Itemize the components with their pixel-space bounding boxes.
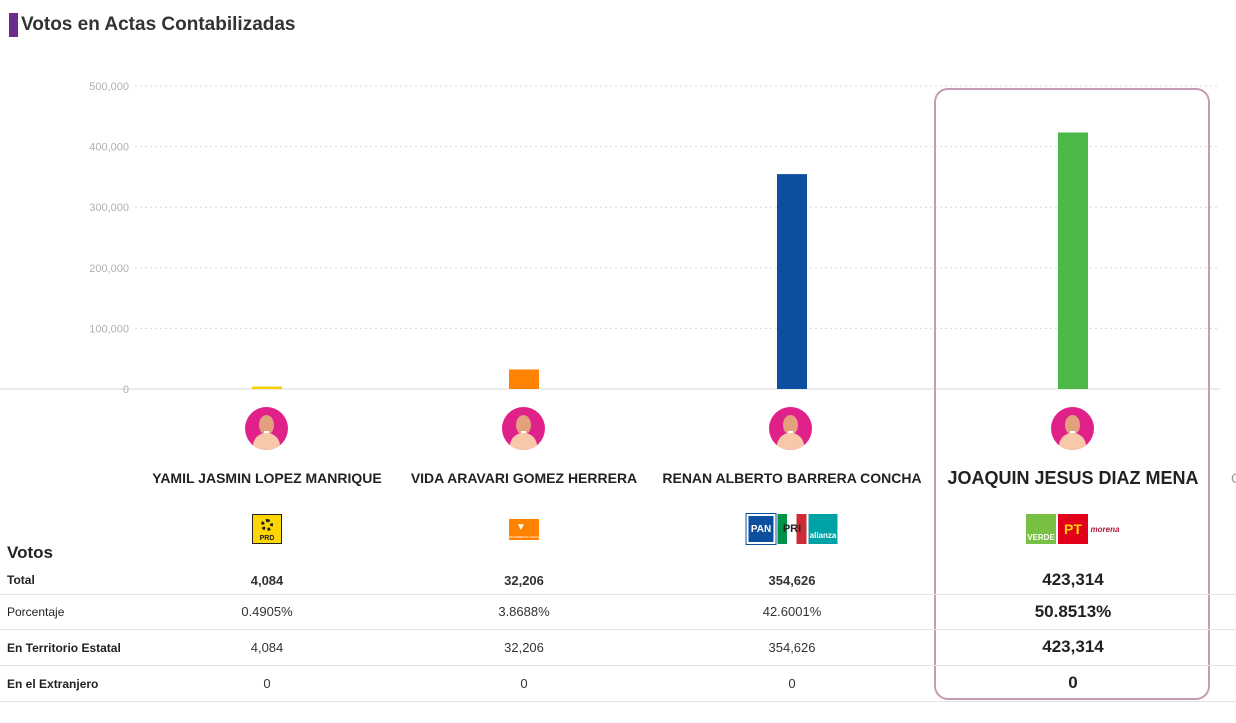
cell-porcentaje-1: 0.4905%: [241, 604, 293, 619]
cell-porcentaje-2: 3.8688%: [498, 604, 550, 619]
cell-territorio-1: 4,084: [250, 640, 284, 655]
party-logo-coalition-1: PAN PRI alianza: [745, 513, 838, 545]
prd-logo-icon: PRD: [252, 514, 282, 544]
cell-territorio-4: 423,314: [1042, 637, 1104, 656]
y-tick-label: 0: [123, 384, 129, 396]
y-tick-label: 200,000: [89, 263, 129, 275]
avatar-candidate-1: [245, 407, 288, 450]
candidate-name-3: RENAN ALBERTO BARRERA CONCHA: [662, 470, 922, 486]
cell-total-1: 4,084: [250, 573, 284, 588]
cell-territorio-2: 32,206: [504, 640, 544, 655]
bar-4[interactable]: [1058, 132, 1088, 389]
cell-porcentaje-3: 42.6001%: [762, 604, 822, 619]
candidate-name-4: JOAQUIN JESUS DIAZ MENA: [947, 468, 1199, 488]
bar-2[interactable]: [509, 369, 539, 389]
avatar-candidate-2: [502, 407, 545, 450]
votes-heading: Votos: [7, 543, 53, 562]
bar-chart: 0 100,000 200,000 300,000 400,000 500,000: [0, 81, 1220, 396]
cell-total-4: 423,314: [1042, 570, 1104, 589]
morena-logo-icon: morena: [1090, 524, 1120, 534]
row-label-territorio: En Territorio Estatal: [7, 641, 121, 655]
bar-3[interactable]: [777, 174, 807, 389]
alianza-logo-icon: alianza: [808, 514, 838, 544]
pt-logo-icon: PT: [1058, 514, 1088, 544]
cell-territorio-3: 354,626: [768, 640, 816, 655]
row-label-porcentaje: Porcentaje: [7, 605, 65, 619]
y-tick-label: 300,000: [89, 202, 129, 214]
candidate-name-1: YAMIL JASMIN LOPEZ MANRIQUE: [152, 470, 382, 486]
row-divider: [0, 594, 1236, 595]
party-logo-prd: PRD: [252, 514, 282, 544]
pri-logo-icon: PRI: [777, 514, 807, 544]
cell-extranjero-2: 0: [520, 676, 528, 691]
cell-extranjero-3: 0: [788, 676, 796, 691]
mc-logo-icon: ▼ MOVIMIENTO CIUDADANO: [509, 519, 539, 540]
row-divider: [0, 629, 1236, 630]
cell-extranjero-1: 0: [263, 676, 271, 691]
row-divider: [0, 665, 1236, 666]
row-label-total: Total: [7, 573, 35, 587]
y-tick-label: 100,000: [89, 323, 129, 335]
cell-total-2: 32,206: [504, 573, 544, 588]
pan-logo-icon: PAN: [745, 513, 777, 545]
next-candidate-edge: C: [1231, 470, 1236, 486]
row-divider: [0, 701, 1236, 702]
bar-1[interactable]: [252, 386, 282, 389]
candidate-name-2: VIDA ARAVARI GOMEZ HERRERA: [410, 470, 638, 486]
verde-logo-icon: VERDE: [1026, 514, 1056, 544]
cell-total-3: 354,626: [768, 573, 816, 588]
party-logo-coalition-2: VERDE PT morena: [1026, 514, 1120, 544]
title-accent-bar: [9, 13, 18, 37]
page-title: Votos en Actas Contabilizadas: [21, 14, 296, 35]
winner-highlight-box: [934, 88, 1210, 700]
cell-porcentaje-4: 50.8513%: [1034, 602, 1112, 621]
y-tick-label: 400,000: [89, 142, 129, 154]
party-logo-mc: ▼ MOVIMIENTO CIUDADANO: [509, 519, 539, 540]
avatar-candidate-4: [1051, 407, 1094, 450]
y-tick-label: 500,000: [89, 81, 129, 93]
avatar-candidate-3: [769, 407, 812, 450]
cell-extranjero-4: 0: [1068, 673, 1078, 692]
row-label-extranjero: En el Extranjero: [7, 677, 99, 691]
